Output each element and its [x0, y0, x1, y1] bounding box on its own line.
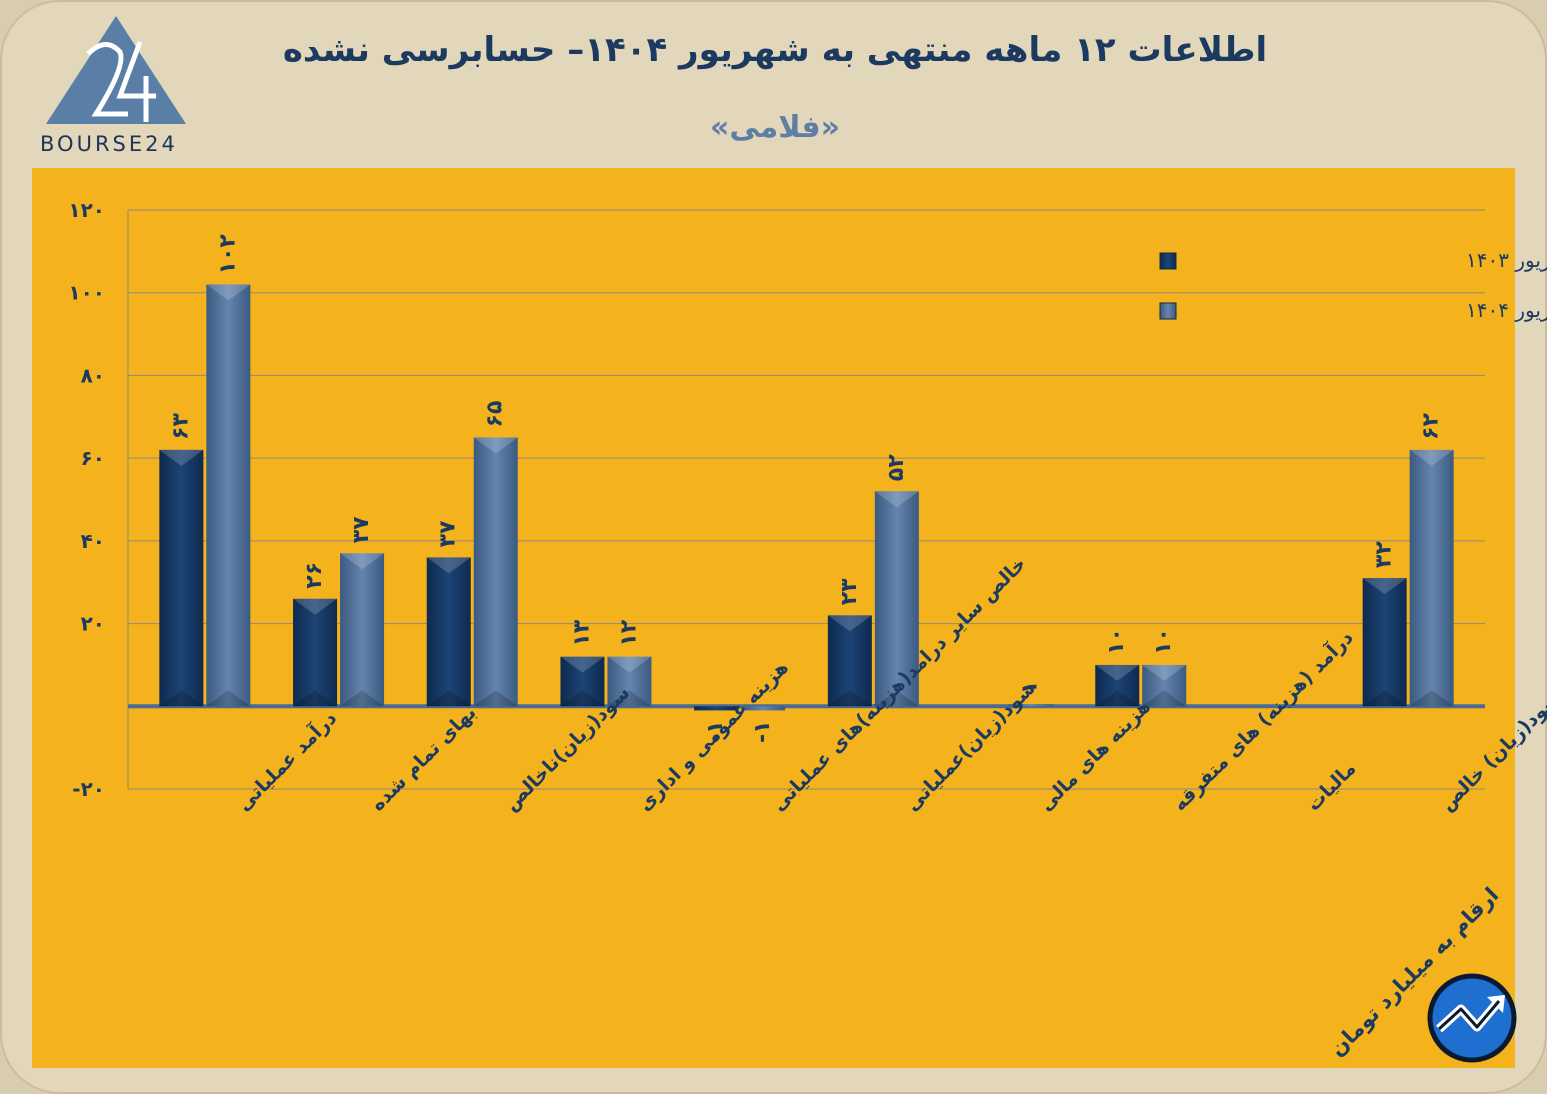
category-label: مالیات	[1302, 758, 1360, 816]
company-name: «فلامی»	[709, 110, 841, 145]
bar-1403-1	[293, 598, 338, 707]
data-label: ۶۳	[168, 412, 193, 439]
bar-1404-5	[874, 491, 919, 707]
data-label: -۱	[750, 720, 775, 743]
y-tick-label: -۲۰	[72, 777, 105, 801]
y-tick-label: ۱۲۰	[68, 198, 105, 222]
bar-1404-2	[473, 437, 518, 707]
data-label: ۲۶	[302, 562, 327, 589]
page-title: اطلاعات ۱۲ ماهه منتهی به شهریور ۱۴۰۴– حس…	[282, 30, 1268, 70]
bar-1404-9	[1409, 449, 1454, 707]
data-label: ۱۰	[1151, 628, 1176, 655]
bar-1404-3	[607, 656, 652, 707]
data-label: ۱۳	[569, 619, 594, 646]
y-tick-label: ۴۰	[81, 529, 105, 553]
data-label: ۱۰۲	[215, 234, 240, 275]
y-tick-label: ۶۰	[81, 446, 105, 470]
legend-swatch	[1159, 252, 1177, 270]
bar-1403-7	[1095, 664, 1140, 707]
bar-1404-0	[206, 284, 251, 707]
bar-1403-5	[827, 615, 872, 707]
bar-1404-4	[741, 706, 786, 711]
logo-text: BOURSE24	[40, 132, 178, 156]
category-label: سود(زیان)عملیاتی	[901, 677, 1039, 815]
legend-swatch	[1159, 302, 1177, 320]
logo-digits	[86, 41, 156, 122]
chart-panel	[32, 168, 1515, 1068]
data-label: ۲۳	[837, 578, 862, 605]
data-label: ۱۲	[616, 619, 641, 646]
bar-1404-1	[340, 553, 385, 707]
data-label: ۶۲	[1419, 412, 1444, 439]
y-tick-label: ۸۰	[81, 363, 105, 387]
data-label: ۱۰	[1104, 628, 1129, 655]
trend-arrow-icon	[1427, 973, 1517, 1063]
bar-1403-4	[694, 706, 739, 711]
bar-1403-2	[426, 557, 471, 707]
y-tick-label: ۱۰۰	[68, 281, 105, 305]
legend-label: عملکرد منتهی به شهریور ۱۴۰۳	[1466, 248, 1547, 272]
y-tick-label: ۲۰	[81, 612, 105, 636]
bourse24-logo	[46, 16, 186, 124]
category-label: درآمد عملیاتی	[231, 706, 341, 816]
category-label: هزینه های مالی	[1035, 696, 1155, 816]
bar-1403-3	[560, 656, 605, 707]
data-label: ۱	[1018, 681, 1043, 694]
legend-label: عملکرد منتهی به شهریور ۱۴۰۴	[1466, 298, 1547, 322]
data-label: ۳۲	[1372, 541, 1397, 568]
data-label: ۶۵	[483, 401, 508, 428]
bar-1404-6	[1008, 704, 1053, 707]
bar-1404-7	[1142, 664, 1187, 707]
data-label: ۳۷	[349, 516, 374, 543]
data-label: ۵۲	[884, 454, 909, 481]
bar-1403-0	[159, 449, 204, 707]
category-label: بهای تمام شده	[367, 702, 481, 816]
data-label: ۳۷	[436, 520, 461, 547]
data-label: -۱	[703, 720, 728, 743]
bar-1403-9	[1362, 578, 1407, 707]
